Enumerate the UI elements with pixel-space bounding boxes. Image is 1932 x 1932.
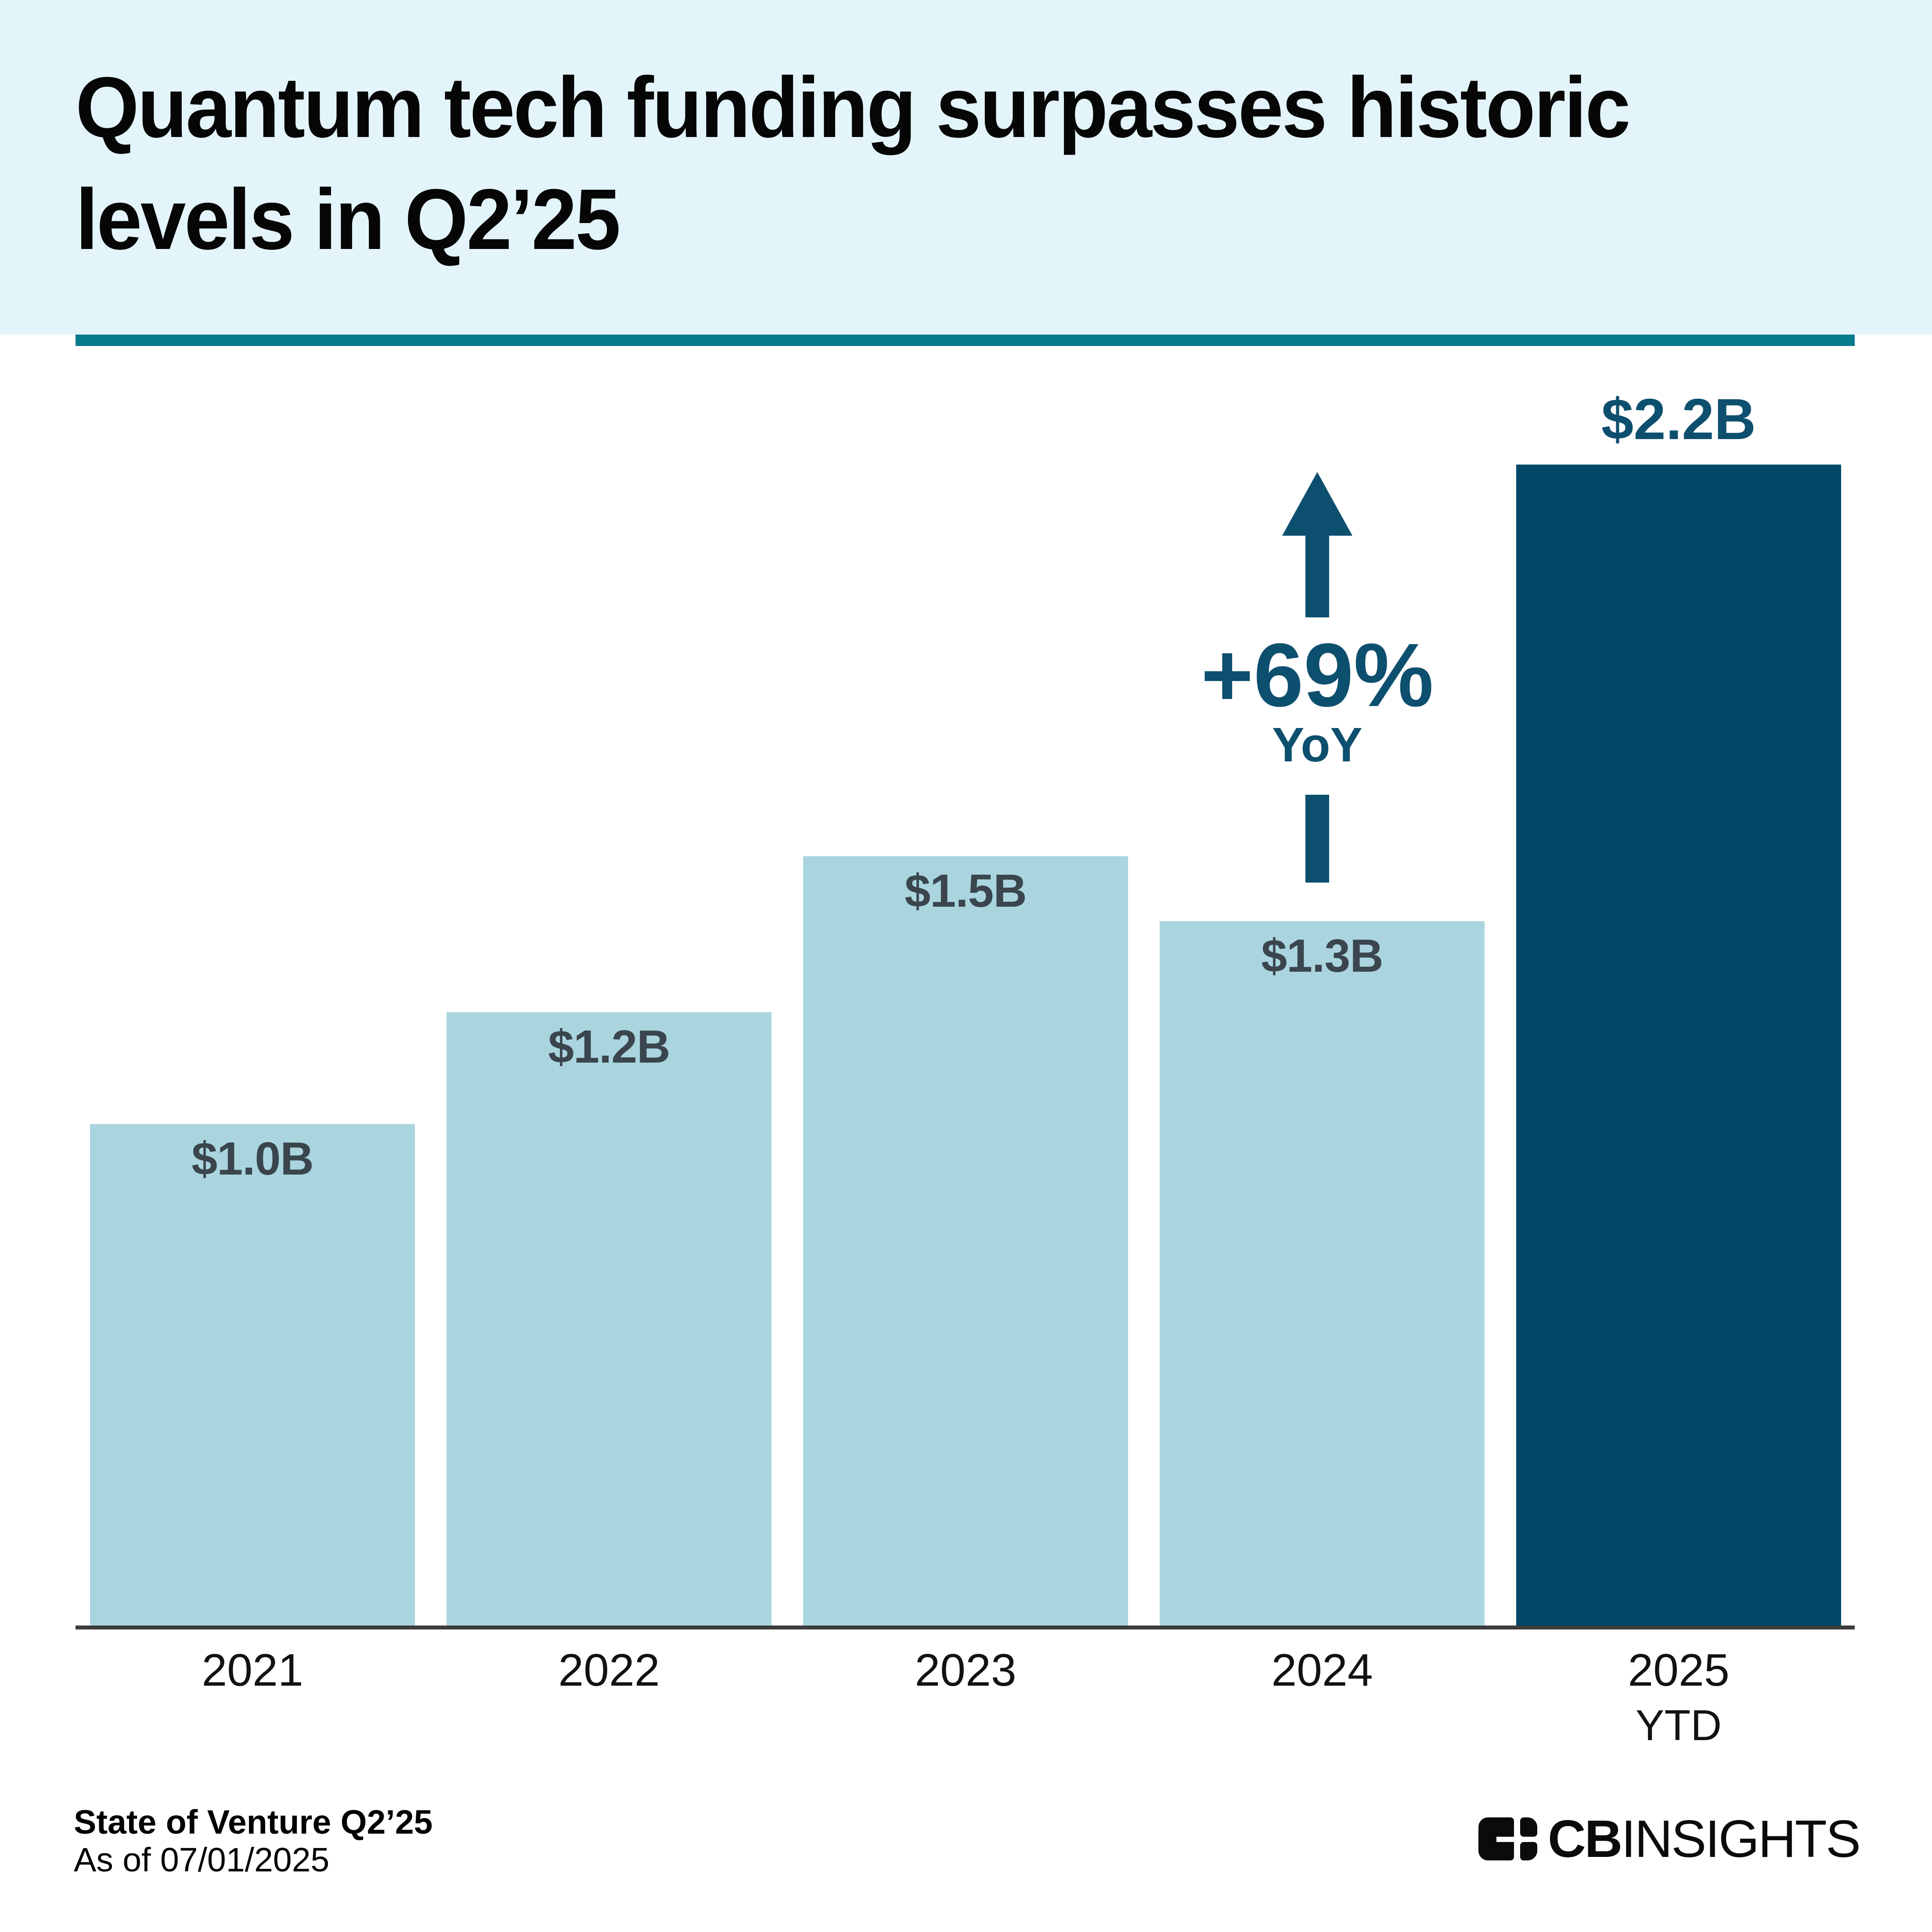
logo-insights: INSIGHTS — [1621, 1809, 1861, 1868]
logo-cb: CB — [1547, 1809, 1622, 1868]
chart-title-line2: levels in Q2’25 — [76, 171, 621, 267]
x-tick-label: 2023 — [915, 1645, 1016, 1696]
chart-title-line1: Quantum tech funding surpasses historic — [76, 59, 1631, 155]
up-arrow-icon — [1282, 472, 1352, 536]
bar-2023: $1.5B — [803, 856, 1128, 1626]
bar-2022: $1.2B — [447, 1012, 771, 1626]
up-arrow-shaft-lower — [1305, 795, 1329, 883]
x-tick-label: 2022 — [558, 1645, 660, 1696]
cbinsights-logo: CBINSIGHTS — [1478, 1813, 1861, 1865]
yoy-change-caption: YoY — [1272, 718, 1362, 772]
bar-2024: $1.3B — [1160, 921, 1485, 1626]
source-date: As of 07/01/2025 — [74, 1841, 330, 1879]
header-divider — [76, 335, 1855, 346]
x-tick-label: 2021 — [202, 1645, 303, 1696]
bar-value-label: $1.0B — [191, 1133, 314, 1185]
chart-title: Quantum tech funding surpasses historic … — [76, 52, 1827, 276]
bar-value-label-highlight: $2.2B — [1601, 387, 1756, 451]
up-arrow-shaft-upper — [1305, 534, 1329, 617]
bar-2021: $1.0B — [90, 1124, 415, 1626]
bar-value-label: $1.5B — [905, 865, 1027, 917]
source-title: State of Venture Q2’25 — [74, 1803, 433, 1841]
x-tick-label: 2024 — [1271, 1645, 1373, 1696]
x-tick-label: 2025 YTD — [1628, 1645, 1730, 1749]
bar-value-label: $1.2B — [548, 1021, 670, 1073]
cbinsights-logo-icon — [1478, 1817, 1537, 1860]
x-axis-line — [76, 1626, 1855, 1629]
bar-2025-ytd — [1516, 465, 1841, 1626]
cbinsights-logo-text: CBINSIGHTS — [1548, 1813, 1861, 1865]
yoy-change-value: +69% — [1200, 625, 1434, 725]
bar-value-label: $1.3B — [1261, 930, 1384, 982]
header-banner — [0, 0, 1932, 335]
